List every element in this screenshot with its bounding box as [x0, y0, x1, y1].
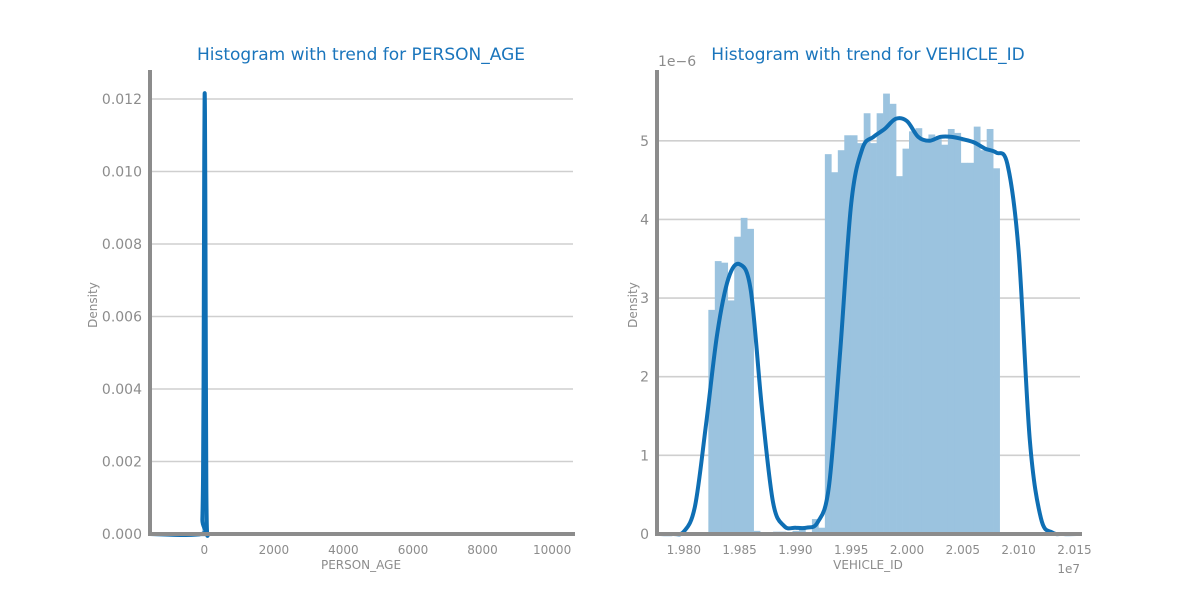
person-age-y-ticks: 0.000 0.002 0.004 0.006 0.008 0.010 0.012 [102, 92, 142, 543]
right-x-tick-label: 1.985 [722, 543, 756, 557]
left-y-tick-label: 0.004 [102, 382, 142, 398]
right-bar [934, 139, 942, 534]
left-x-tick-label: 10000 [533, 543, 571, 557]
right-bar [798, 527, 806, 534]
left-x-tick-label: 4000 [328, 543, 359, 557]
left-y-tick-label: 0.002 [102, 455, 142, 471]
right-bar [921, 139, 929, 534]
right-bar [986, 128, 994, 535]
right-x-tick-label: 2.010 [1001, 543, 1035, 557]
right-bar [740, 217, 748, 535]
right-x-tick-label: 2.015 [1057, 543, 1091, 557]
right-y-tick-label: 0 [640, 527, 649, 543]
right-bar [844, 135, 852, 534]
person-age-chart-title: Histogram with trend for PERSON_AGE [197, 45, 525, 65]
vehicle-id-y-label: Density [626, 282, 640, 328]
right-bar [909, 131, 916, 534]
right-bar [954, 132, 962, 534]
left-x-tick-label: 2000 [259, 543, 290, 557]
vehicle-id-chart-title: Histogram with trend for VEHICLE_ID [711, 45, 1024, 65]
right-bar [727, 300, 735, 534]
right-bar [721, 262, 729, 534]
vehicle-id-x-multiplier: 1e7 [1057, 562, 1080, 576]
vehicle-id-x-ticks: 1.980 1.985 1.990 1.995 2.000 2.005 2.010 2.015 [667, 543, 1092, 557]
right-bar [818, 527, 826, 534]
right-bar [889, 103, 897, 534]
person-age-trend-line [148, 91, 555, 538]
left-y-tick-label: 0.010 [102, 165, 142, 181]
right-bar [850, 135, 858, 534]
right-bar [863, 113, 871, 534]
right-x-tick-label: 1.990 [778, 543, 812, 557]
right-bar [993, 168, 1000, 534]
right-bar [915, 128, 923, 535]
right-bar [708, 309, 716, 534]
right-y-tick-label: 3 [640, 291, 649, 307]
person-age-x-label: PERSON_AGE [321, 558, 401, 572]
person-age-gridlines [150, 98, 573, 463]
left-y-tick-label: 0.008 [102, 237, 142, 253]
right-bar [973, 126, 981, 535]
right-bar [928, 134, 936, 534]
person-age-y-label: Density [86, 282, 100, 328]
right-bar [896, 176, 903, 534]
person-age-chart: Histogram with trend for PERSON_AGE 0.00… [86, 45, 575, 572]
right-bar [831, 172, 839, 534]
right-bar [747, 228, 754, 534]
right-y-tick-label: 2 [640, 370, 649, 386]
left-y-tick-label: 0.012 [102, 92, 142, 108]
left-y-tick-label: 0.000 [102, 527, 142, 543]
left-x-tick-label: 0 [200, 543, 208, 557]
vehicle-id-y-multiplier: 1e−6 [658, 54, 696, 70]
right-x-tick-label: 1.995 [834, 543, 868, 557]
right-bar [947, 128, 955, 535]
right-bar [876, 113, 884, 534]
vehicle-id-chart: Histogram with trend for VEHICLE_ID 0 1 2 3… [626, 45, 1092, 576]
vehicle-id-y-ticks: 0 1 2 3 4 5 [640, 134, 649, 543]
right-bar [902, 148, 910, 534]
person-age-x-ticks: 0 2000 4000 6000 8000 10000 [200, 543, 571, 557]
right-bar [824, 154, 832, 534]
left-x-tick-label: 8000 [467, 543, 498, 557]
right-bar [883, 93, 890, 534]
vehicle-id-bars [708, 93, 1000, 535]
right-x-tick-label: 2.000 [890, 543, 924, 557]
person-age-bars [170, 369, 277, 534]
right-y-tick-label: 4 [640, 212, 649, 228]
right-y-tick-label: 1 [640, 448, 649, 464]
right-x-tick-label: 1.980 [667, 543, 701, 557]
vehicle-id-x-label: VEHICLE_ID [833, 558, 903, 572]
right-y-tick-label: 5 [640, 134, 649, 150]
right-bar [960, 162, 968, 535]
right-x-tick-label: 2.005 [946, 543, 980, 557]
right-bar [870, 143, 877, 534]
right-bar [734, 236, 742, 535]
right-bar [857, 143, 865, 534]
right-bar [714, 261, 722, 534]
left-y-tick-label: 0.006 [102, 310, 142, 326]
left-x-tick-label: 6000 [398, 543, 429, 557]
right-bar [967, 162, 975, 535]
vehicle-id-trend-line [655, 116, 1082, 537]
right-bar [980, 150, 987, 534]
right-bar [941, 144, 949, 535]
